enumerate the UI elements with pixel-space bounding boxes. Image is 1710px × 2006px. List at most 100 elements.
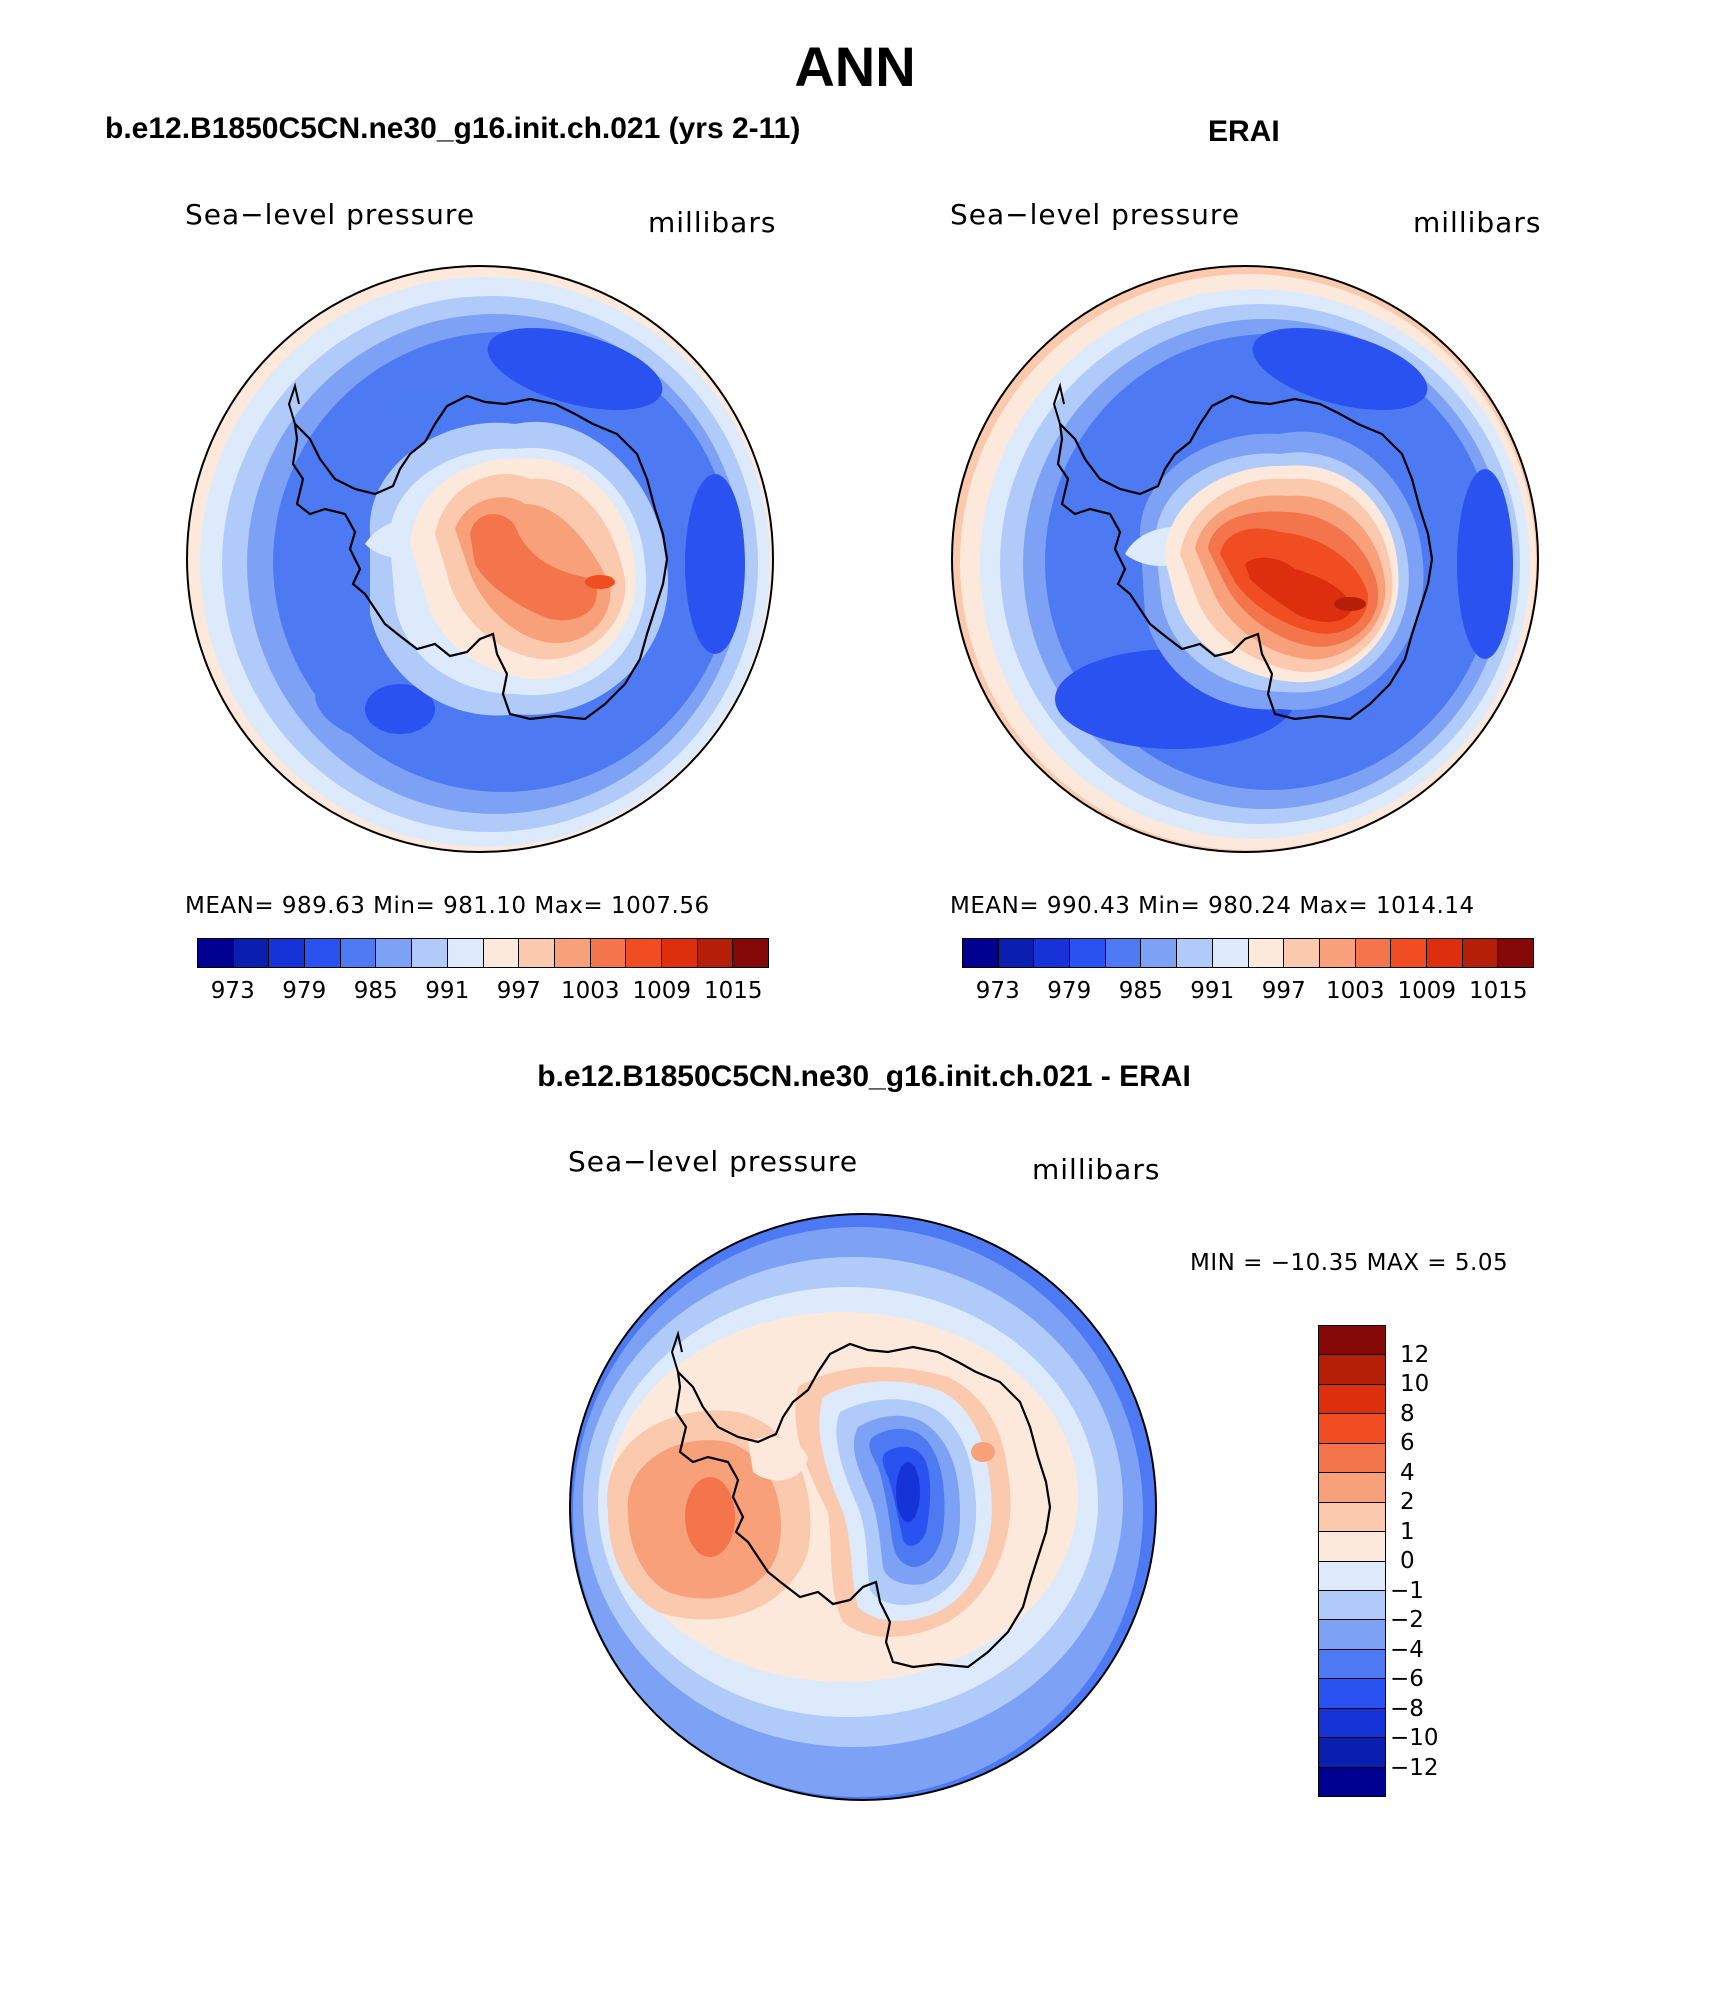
model-stats: MEAN= 989.63 Min= 981.10 Max= 1007.56: [185, 893, 710, 919]
obs-colorbar-swatch: [998, 939, 1035, 967]
diff-colorbar-swatch: [1319, 1649, 1385, 1680]
obs-variable-label: Sea−level pressure: [950, 198, 1241, 231]
diff-colorbar-tick-label: 0: [1400, 1548, 1415, 1574]
obs-colorbar-ticks: 973 979 985 991 997 1003 1009 1015: [962, 978, 1532, 1008]
diff-colorbar-swatch: [1319, 1590, 1385, 1621]
obs-colorbar-tick-label: 985: [1118, 978, 1163, 1004]
model-colorbar-tick-label: 1003: [560, 978, 620, 1004]
diff-colorbar-tick-label: −10: [1390, 1725, 1439, 1751]
diff-stats: MIN = −10.35 MAX = 5.05: [1190, 1250, 1509, 1276]
obs-colorbar-tick-label: 1003: [1325, 978, 1385, 1004]
diff-colorbar-tick-label: −4: [1390, 1636, 1424, 1663]
model-colorbar-swatch: [554, 939, 591, 967]
model-colorbar: [197, 938, 769, 968]
obs-colorbar-swatch: [1284, 939, 1320, 967]
obs-colorbar-tick-label: 979: [1047, 978, 1092, 1004]
obs-colorbar-swatch: [963, 939, 999, 967]
obs-colorbar-swatch: [1034, 939, 1071, 967]
diff-colorbar-swatch: [1319, 1473, 1385, 1503]
obs-colorbar-tick-label: 973: [975, 978, 1020, 1004]
diff-units-label: millibars: [1032, 1153, 1161, 1186]
diff-colorbar-tick-label: 4: [1400, 1459, 1415, 1486]
obs-colorbar-swatch: [1498, 939, 1533, 967]
diff-colorbar-swatch: [1319, 1561, 1385, 1591]
obs-colorbar-swatch: [1248, 939, 1285, 967]
diff-colorbar-swatch: [1319, 1443, 1385, 1474]
diff-colorbar-swatch: [1319, 1355, 1385, 1385]
diff-colorbar-swatch: [1319, 1738, 1385, 1768]
obs-colorbar-swatch: [1212, 939, 1249, 967]
obs-colorbar-swatch: [1391, 939, 1427, 967]
model-colorbar-tick-label: 991: [425, 978, 470, 1004]
model-colorbar-swatch: [519, 939, 555, 967]
model-colorbar-swatch: [697, 939, 734, 967]
obs-colorbar-swatch: [1105, 939, 1142, 967]
obs-units-label: millibars: [1413, 206, 1542, 239]
diff-colorbar-tick-label: −6: [1390, 1666, 1424, 1692]
model-colorbar-tick-label: 997: [496, 978, 541, 1004]
model-colorbar-swatch: [733, 939, 768, 967]
diff-variable-label: Sea−level pressure: [568, 1145, 859, 1178]
diff-colorbar-swatch: [1319, 1767, 1385, 1796]
diff-colorbar-swatch: [1319, 1679, 1385, 1709]
diff-colorbar-swatch: [1319, 1708, 1385, 1739]
diff-colorbar-ticks: 12 10 8 6 4 2 1 0 −1 −2 −4 −6 −8 −10 −12: [1390, 1325, 1470, 1795]
model-colorbar-swatch: [305, 939, 341, 967]
obs-stats: MEAN= 990.43 Min= 980.24 Max= 1014.14: [950, 893, 1475, 919]
model-polar-map: [186, 265, 774, 853]
obs-colorbar-swatch: [1070, 939, 1106, 967]
diff-colorbar: [1318, 1325, 1386, 1797]
model-colorbar-swatch: [340, 939, 377, 967]
model-colorbar-tick-label: 979: [282, 978, 327, 1004]
model-colorbar-tick-label: 1009: [632, 978, 692, 1004]
model-colorbar-swatch: [483, 939, 520, 967]
obs-colorbar-swatch: [1177, 939, 1213, 967]
obs-panel-title: ERAI: [1208, 115, 1280, 148]
model-colorbar-swatch: [626, 939, 662, 967]
diff-colorbar-swatch: [1319, 1620, 1385, 1650]
diff-colorbar-tick-label: −1: [1390, 1577, 1424, 1604]
diff-colorbar-tick-label: 8: [1400, 1400, 1415, 1427]
diff-colorbar-tick-label: 1: [1400, 1518, 1415, 1545]
diff-panel-title: b.e12.B1850C5CN.ne30_g16.init.ch.021 - E…: [537, 1060, 1191, 1093]
diff-colorbar-tick-label: 2: [1400, 1489, 1415, 1515]
model-colorbar-swatch: [198, 939, 234, 967]
diff-colorbar-swatch: [1319, 1502, 1385, 1533]
model-colorbar-swatch: [661, 939, 698, 967]
obs-colorbar-tick-label: 1015: [1468, 978, 1528, 1004]
model-panel-title: b.e12.B1850C5CN.ne30_g16.init.ch.021 (yr…: [105, 112, 801, 145]
model-colorbar-swatch: [233, 939, 270, 967]
obs-colorbar-swatch: [1426, 939, 1463, 967]
diff-colorbar-swatch: [1319, 1414, 1385, 1444]
diff-polar-map: [569, 1213, 1157, 1801]
diff-colorbar-tick-label: 10: [1400, 1371, 1430, 1397]
model-colorbar-swatch: [269, 939, 306, 967]
obs-colorbar-swatch: [1462, 939, 1499, 967]
diff-colorbar-swatch: [1319, 1326, 1385, 1356]
obs-colorbar-swatch: [1319, 939, 1356, 967]
obs-colorbar-tick-label: 991: [1190, 978, 1235, 1004]
model-colorbar-tick-label: 985: [353, 978, 398, 1004]
obs-colorbar-tick-label: 997: [1261, 978, 1306, 1004]
diff-colorbar-tick-label: 12: [1400, 1341, 1430, 1368]
model-colorbar-ticks: 973 979 985 991 997 1003 1009 1015: [197, 978, 767, 1008]
obs-colorbar-swatch: [1355, 939, 1392, 967]
model-colorbar-swatch: [590, 939, 627, 967]
diff-colorbar-tick-label: −2: [1390, 1607, 1424, 1633]
diff-colorbar-tick-label: −12: [1390, 1754, 1439, 1781]
model-colorbar-tick-label: 973: [210, 978, 255, 1004]
model-colorbar-swatch: [376, 939, 413, 967]
model-variable-label: Sea−level pressure: [185, 198, 476, 231]
model-colorbar-swatch: [447, 939, 484, 967]
diff-colorbar-swatch: [1319, 1532, 1385, 1562]
obs-colorbar-tick-label: 1009: [1397, 978, 1457, 1004]
diff-colorbar-tick-label: 6: [1400, 1430, 1415, 1456]
obs-colorbar: [962, 938, 1534, 968]
model-colorbar-swatch: [412, 939, 448, 967]
obs-polar-map: [951, 265, 1539, 853]
model-colorbar-tick-label: 1015: [703, 978, 763, 1004]
diff-colorbar-swatch: [1319, 1384, 1385, 1415]
model-units-label: millibars: [648, 206, 777, 239]
obs-colorbar-swatch: [1141, 939, 1178, 967]
figure-title: ANN: [794, 35, 916, 98]
